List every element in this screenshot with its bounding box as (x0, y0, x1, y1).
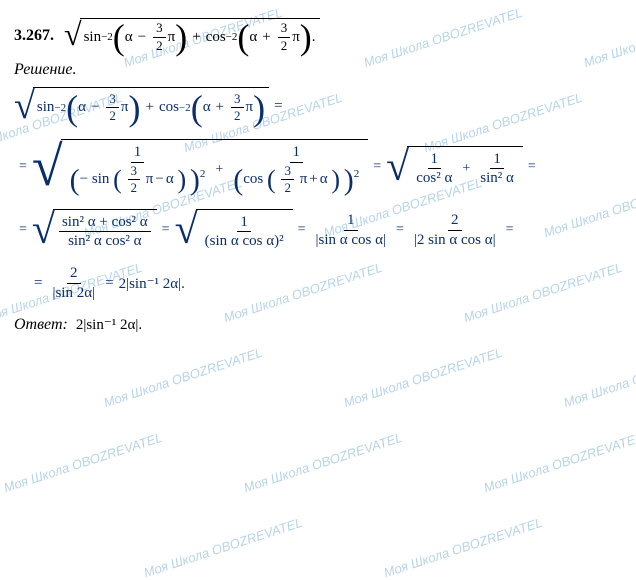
minus: − (138, 29, 146, 46)
alpha: α (125, 29, 133, 46)
solution-line-1: √ sin−2 ( α − 32 π ) + cos−2 ( α + 32 π (14, 87, 622, 125)
frac-3-2-b: 3 2 (278, 21, 291, 53)
watermark-text: Моя Школа OBOZREVATEL (2, 430, 164, 496)
solution-label: Решение. (14, 61, 622, 79)
sin-text: sin (84, 29, 102, 46)
problem-expression: √ sin−2 ( α − 3 2 π ) + cos−2 ( α (64, 18, 320, 53)
answer-line: Ответ: 2|sin⁻¹ 2α|. (14, 315, 622, 334)
cos-text: cos (206, 29, 226, 46)
frac-term-2: 1 (cos ( 32 π+α ) )2 (230, 144, 362, 195)
solution-line-2: = √ 1 (− sin ( 32 π−α ) )2 + 1 (14, 139, 622, 195)
problem-number: 3.267. (14, 27, 54, 45)
watermark-text: Моя Школа OBOZREVATEL (382, 515, 544, 580)
frac-3-2: 3 2 (153, 21, 166, 53)
solution-line-4: = 2 |sin 2α| = 2|sin⁻¹ 2α|. (14, 265, 622, 301)
watermark-text: Моя Школа OBOZREVATEL (482, 430, 636, 496)
pi: π (168, 29, 176, 46)
solution-line-3: = √ sin² α + cos² α sin² α cos² α = √ 1 … (14, 209, 622, 251)
final-expression: 2|sin⁻¹ 2α|. (119, 274, 185, 293)
watermark-text: Моя Школа OBOZREVATEL (142, 515, 304, 580)
watermark-text: Моя Школа OBOZREVATEL (242, 430, 404, 496)
plus: + (192, 29, 200, 46)
frac-term-1: 1 (− sin ( 32 π−α ) )2 (67, 144, 209, 195)
problem-statement: 3.267. √ sin−2 ( α − 3 2 π ) + cos−2 (14, 18, 622, 53)
answer-value: 2|sin⁻¹ 2α|. (76, 315, 142, 334)
answer-label: Ответ: (14, 316, 68, 334)
